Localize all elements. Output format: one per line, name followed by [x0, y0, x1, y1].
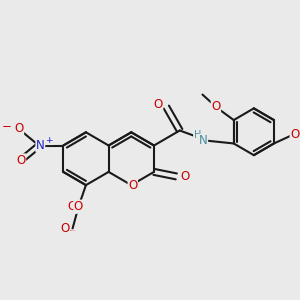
Text: O: O [67, 200, 76, 213]
Text: +: + [46, 136, 53, 145]
Text: O: O [128, 178, 137, 192]
Text: O: O [153, 98, 163, 111]
Text: O: O [14, 122, 23, 136]
Text: N: N [199, 134, 208, 147]
Text: O: O [290, 128, 299, 141]
Text: O: O [74, 200, 83, 213]
Text: methoxy: methoxy [69, 230, 76, 231]
Text: O: O [16, 154, 26, 167]
Text: H: H [194, 130, 201, 140]
Text: O: O [211, 100, 220, 113]
Text: O: O [60, 222, 70, 235]
Text: −: − [2, 120, 12, 133]
Text: N: N [36, 139, 45, 152]
Text: O: O [180, 170, 189, 183]
